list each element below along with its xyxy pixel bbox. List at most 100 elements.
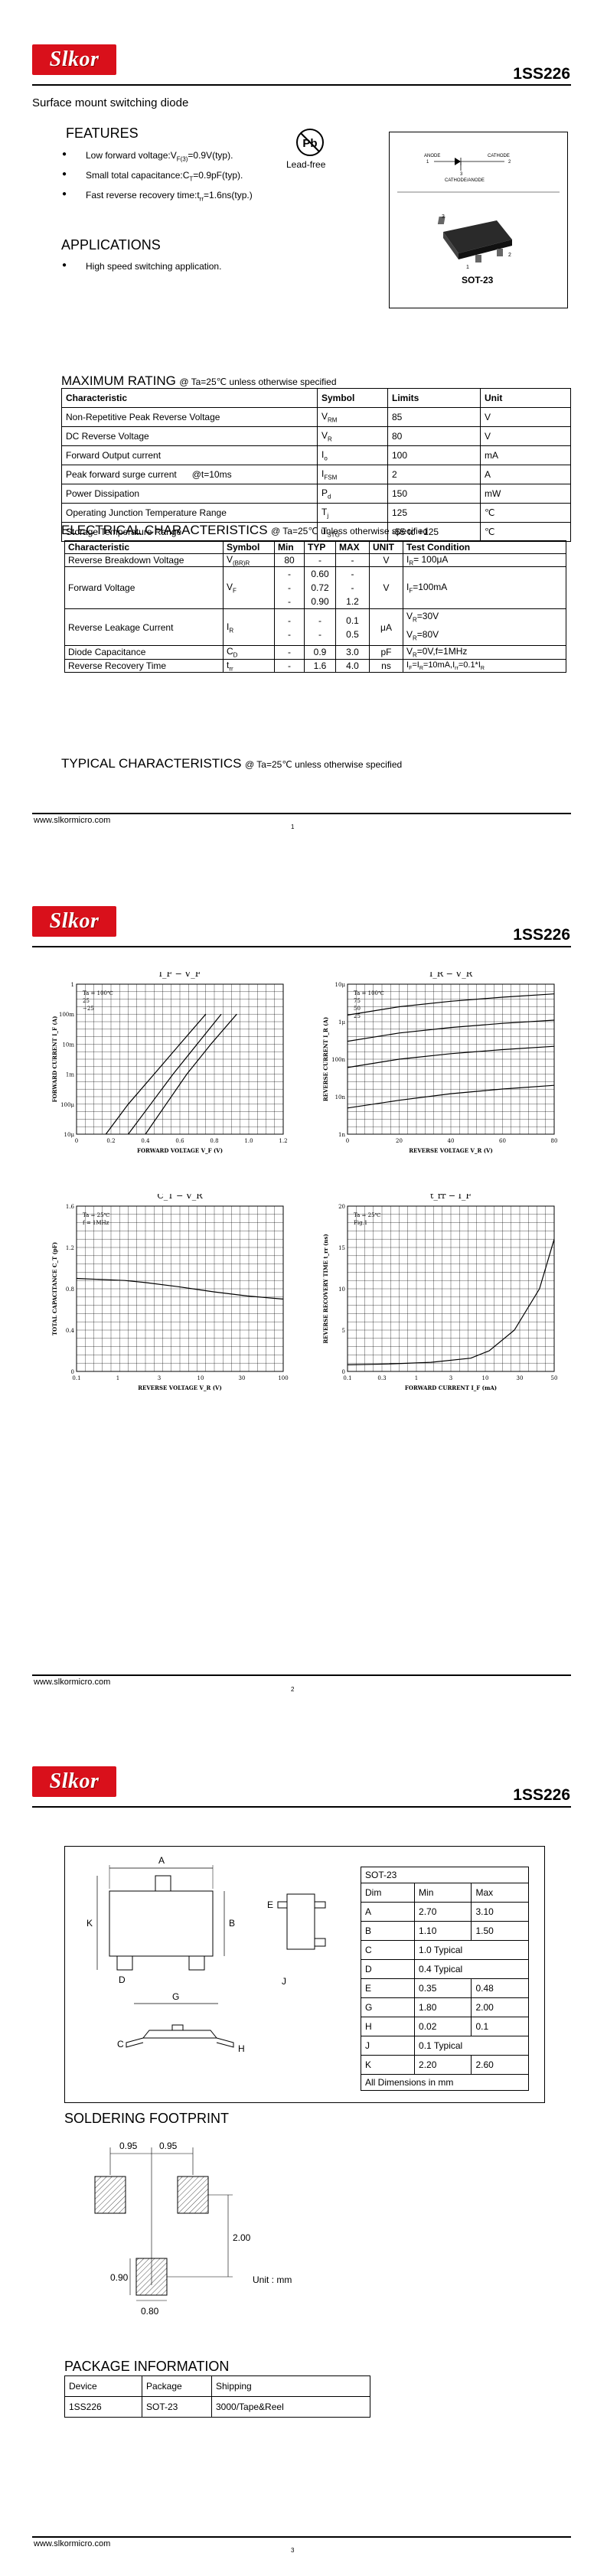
x-tick-label: 0.8	[210, 1138, 218, 1144]
y-tick-label: 1n	[338, 1132, 345, 1138]
table-header-row: Dim Min Max	[360, 1883, 529, 1903]
footprint-pad-height: 0.80	[141, 2306, 159, 2317]
footprint-d2: 0.95	[159, 2141, 178, 2151]
cell: IR	[223, 608, 275, 647]
col-limits: Limits	[387, 388, 481, 408]
x-tick-label: 0.4	[141, 1138, 150, 1144]
chart-annotation: 25	[83, 998, 90, 1004]
series-line	[347, 1045, 555, 1068]
table-row: C 1.0 Typical	[360, 1940, 529, 1960]
col-typ: TYP	[304, 540, 336, 554]
elec-heading: ELECTRICAL CHARACTERISTICS @ Ta=25℃ unle…	[61, 523, 428, 538]
cell: Peak forward surge current @t=10ms	[61, 465, 318, 484]
footer-url[interactable]: www.slkormicro.com	[34, 816, 111, 825]
footer-url[interactable]: www.slkormicro.com	[34, 1678, 111, 1687]
footer-rule	[32, 813, 571, 814]
chart-annotation: Ta = 25℃	[354, 1212, 381, 1218]
col-max: MAX	[335, 540, 370, 554]
x-tick-label: 0	[346, 1138, 349, 1144]
cell: Reverse Breakdown Voltage	[64, 553, 224, 568]
typical-title: TYPICAL CHARACTERISTICS	[61, 756, 242, 771]
cell: Tj	[317, 503, 388, 523]
cell: Pd	[317, 484, 388, 504]
footer-rule	[32, 1674, 571, 1676]
dim-d-label: D	[119, 1974, 126, 1985]
cell: VR	[317, 426, 388, 446]
soldering-title: SOLDERING FOOTPRINT	[64, 2111, 230, 2126]
y-axis-label: REVERSE RECOVERY TIME t_rr (ns)	[322, 1234, 329, 1343]
y-tick-label: 10μ	[335, 982, 346, 988]
cell: VR=0V,f=1MHz	[403, 645, 566, 660]
header-rule	[32, 946, 571, 947]
cell: V	[369, 566, 403, 610]
x-tick-label: 0.3	[377, 1375, 386, 1381]
x-tick-label: 3	[449, 1375, 452, 1381]
max-rating-heading: MAXIMUM RATING @ Ta=25℃ unless otherwise…	[61, 373, 337, 389]
cell: DC Reverse Voltage	[61, 426, 318, 446]
cell: V	[369, 553, 403, 568]
cell: pF	[369, 645, 403, 660]
col-symbol: Symbol	[223, 540, 275, 554]
applications-title: APPLICATIONS	[61, 237, 161, 253]
header-rule	[32, 1806, 571, 1808]
leadfree-label: Lead-free	[286, 159, 326, 170]
cell: ℃	[480, 522, 571, 542]
leadfree-icon: Pb	[295, 127, 325, 158]
table-row: Forward Output current Io 100 mA	[61, 445, 571, 465]
col-symbol: Symbol	[317, 388, 388, 408]
table-row: Forward Voltage VF --- 0.60 0.72 0.90 - -1.…	[64, 566, 566, 610]
chart-if-vf: I_F − V_F 0 0.2 0.4 0.6 0.8 1.0 1.2 10μ 100μ 1m 10m…	[51, 972, 288, 1154]
table-row: Peak forward surge current @t=10ms IFSM 2 A	[61, 465, 571, 484]
typical-cond: @ Ta=25℃ unless otherwise specified	[244, 759, 403, 770]
cell: Io	[317, 445, 388, 465]
x-tick-label: 80	[551, 1138, 558, 1144]
series-line	[347, 1019, 555, 1042]
cell: Non-Repetitive Peak Reverse Voltage	[61, 407, 318, 427]
footer-url[interactable]: www.slkormicro.com	[34, 2539, 111, 2548]
chart-title: C_T − V_R	[157, 1194, 203, 1201]
table-row: A 2.70 3.10	[360, 1902, 529, 1922]
cell: 3.0	[335, 645, 370, 660]
cell: Reverse Recovery Time	[64, 658, 224, 673]
cell: 100	[387, 445, 481, 465]
dim-a-label: A	[158, 1855, 165, 1866]
cell: -	[335, 553, 370, 568]
dim-b-label: B	[229, 1918, 235, 1929]
col-min: Min	[414, 1883, 472, 1903]
x-tick-label: 10	[197, 1375, 204, 1381]
page-number: 2	[291, 1686, 295, 1693]
y-tick-label: 10n	[335, 1094, 346, 1101]
package-info-title: PACKAGE INFORMATION	[64, 2359, 230, 2374]
dimensions-box: A B K D E J G C H	[64, 1846, 545, 2103]
chart-annotation: f = 1MHz	[83, 1220, 109, 1226]
series-line	[347, 1239, 555, 1365]
series-line	[76, 1277, 284, 1300]
y-tick-label: 0.4	[66, 1328, 75, 1334]
x-tick-label: 0	[75, 1138, 78, 1144]
table-row: Power Dissipation Pd 150 mW	[61, 484, 571, 504]
features-title: FEATURES	[66, 126, 139, 141]
pin-cathode-label: CATHODE	[488, 154, 510, 158]
cell: Reverse Leakage Current	[64, 608, 224, 647]
y-tick-label: 100m	[59, 1012, 74, 1018]
footprint-pad-width: 0.90	[110, 2272, 129, 2283]
cell: 150	[387, 484, 481, 504]
footprint-drawing: 0.95 0.95 2.00 0.90 0.80	[94, 2141, 251, 2317]
chart-title: I_F − V_F	[159, 972, 201, 979]
table-row: Operating Junction Temperature Range Tj 12…	[61, 503, 571, 523]
chart-annotation: 75	[354, 998, 361, 1004]
cell: Forward Output current	[61, 445, 318, 465]
x-tick-label: 1.2	[279, 1138, 287, 1144]
cell: ---	[274, 566, 305, 610]
x-axis-label: REVERSE VOLTAGE V_R (V)	[409, 1147, 493, 1154]
cell: 0.60 0.72 0.90	[304, 566, 336, 610]
table-row: Diode Capacitance CD - 0.9 3.0 pF VR=0V,…	[64, 645, 566, 660]
x-axis-label: FORWARD CURRENT I_F (mA)	[405, 1384, 497, 1391]
table-row: Reverse Leakage Current IR -- -- 0.1 0.5 …	[64, 608, 566, 647]
table-row: All Dimensions in mm	[361, 2074, 529, 2091]
brand-logo: Slkor	[32, 44, 116, 75]
cell: 1.6	[304, 658, 336, 673]
dim-table-footer: All Dimensions in mm	[361, 2074, 529, 2091]
series-line	[105, 1013, 207, 1135]
series-line	[145, 1013, 237, 1135]
